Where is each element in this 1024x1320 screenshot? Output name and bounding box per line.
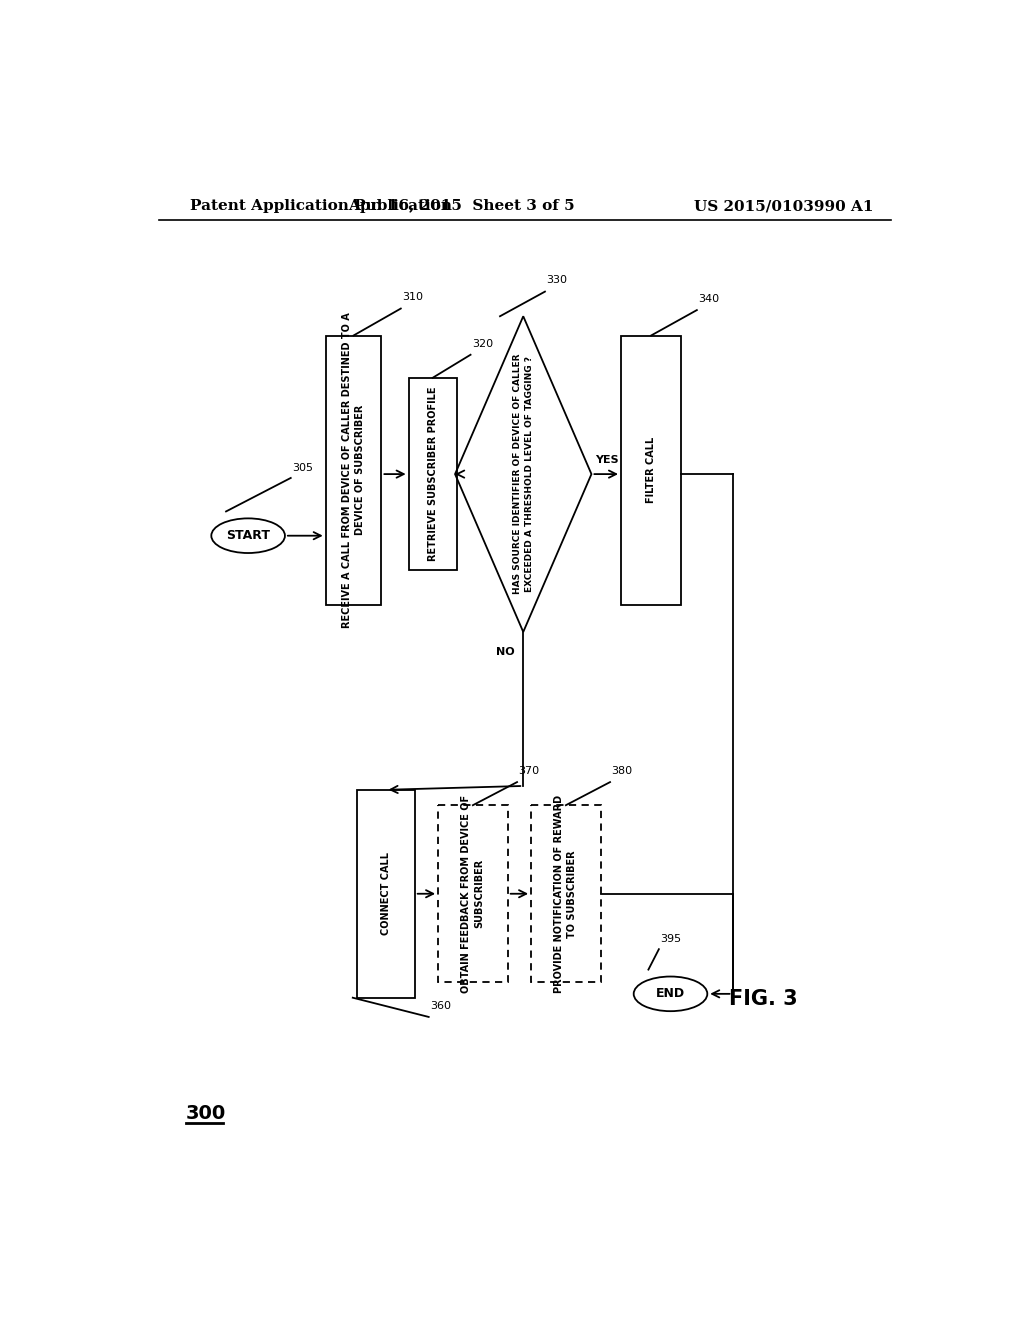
Text: 305: 305 xyxy=(292,462,313,473)
Bar xyxy=(356,789,415,998)
Bar xyxy=(409,378,457,570)
Text: 320: 320 xyxy=(472,339,494,348)
Bar xyxy=(326,335,381,605)
Text: RECEIVE A CALL FROM DEVICE OF CALLER DESTINED TO A
DEVICE OF SUBSCRIBER: RECEIVE A CALL FROM DEVICE OF CALLER DES… xyxy=(342,313,366,628)
Text: 310: 310 xyxy=(402,293,423,302)
Text: OBTAIN FEEDBACK FROM DEVICE OF
SUBSCRIBER: OBTAIN FEEDBACK FROM DEVICE OF SUBSCRIBE… xyxy=(461,795,484,993)
Bar xyxy=(438,805,508,982)
Text: START: START xyxy=(226,529,270,543)
Text: US 2015/0103990 A1: US 2015/0103990 A1 xyxy=(693,199,873,213)
Text: Patent Application Publication: Patent Application Publication xyxy=(190,199,452,213)
Text: 370: 370 xyxy=(518,766,540,776)
Text: 340: 340 xyxy=(698,294,720,304)
Text: 395: 395 xyxy=(660,933,682,944)
Text: 360: 360 xyxy=(430,1001,452,1011)
Text: FILTER CALL: FILTER CALL xyxy=(646,437,656,503)
Bar xyxy=(531,805,601,982)
Text: 300: 300 xyxy=(186,1104,226,1123)
Text: FIG. 3: FIG. 3 xyxy=(729,989,798,1010)
Text: HAS SOURCE IDENTIFIER OF DEVICE OF CALLER
EXCEEDED A THRESHOLD LEVEL OF TAGGING : HAS SOURCE IDENTIFIER OF DEVICE OF CALLE… xyxy=(513,354,534,594)
Text: CONNECT CALL: CONNECT CALL xyxy=(381,853,391,936)
Text: NO: NO xyxy=(496,647,515,657)
Text: YES: YES xyxy=(595,455,618,465)
Text: END: END xyxy=(656,987,685,1001)
Text: 330: 330 xyxy=(547,276,567,285)
Text: RETRIEVE SUBSCRIBER PROFILE: RETRIEVE SUBSCRIBER PROFILE xyxy=(428,387,437,561)
Text: 380: 380 xyxy=(611,766,633,776)
Text: PROVIDE NOTIFICATION OF REWARD
TO SUBSCRIBER: PROVIDE NOTIFICATION OF REWARD TO SUBSCR… xyxy=(554,795,578,993)
Bar xyxy=(621,335,681,605)
Text: Apr. 16, 2015  Sheet 3 of 5: Apr. 16, 2015 Sheet 3 of 5 xyxy=(348,199,574,213)
